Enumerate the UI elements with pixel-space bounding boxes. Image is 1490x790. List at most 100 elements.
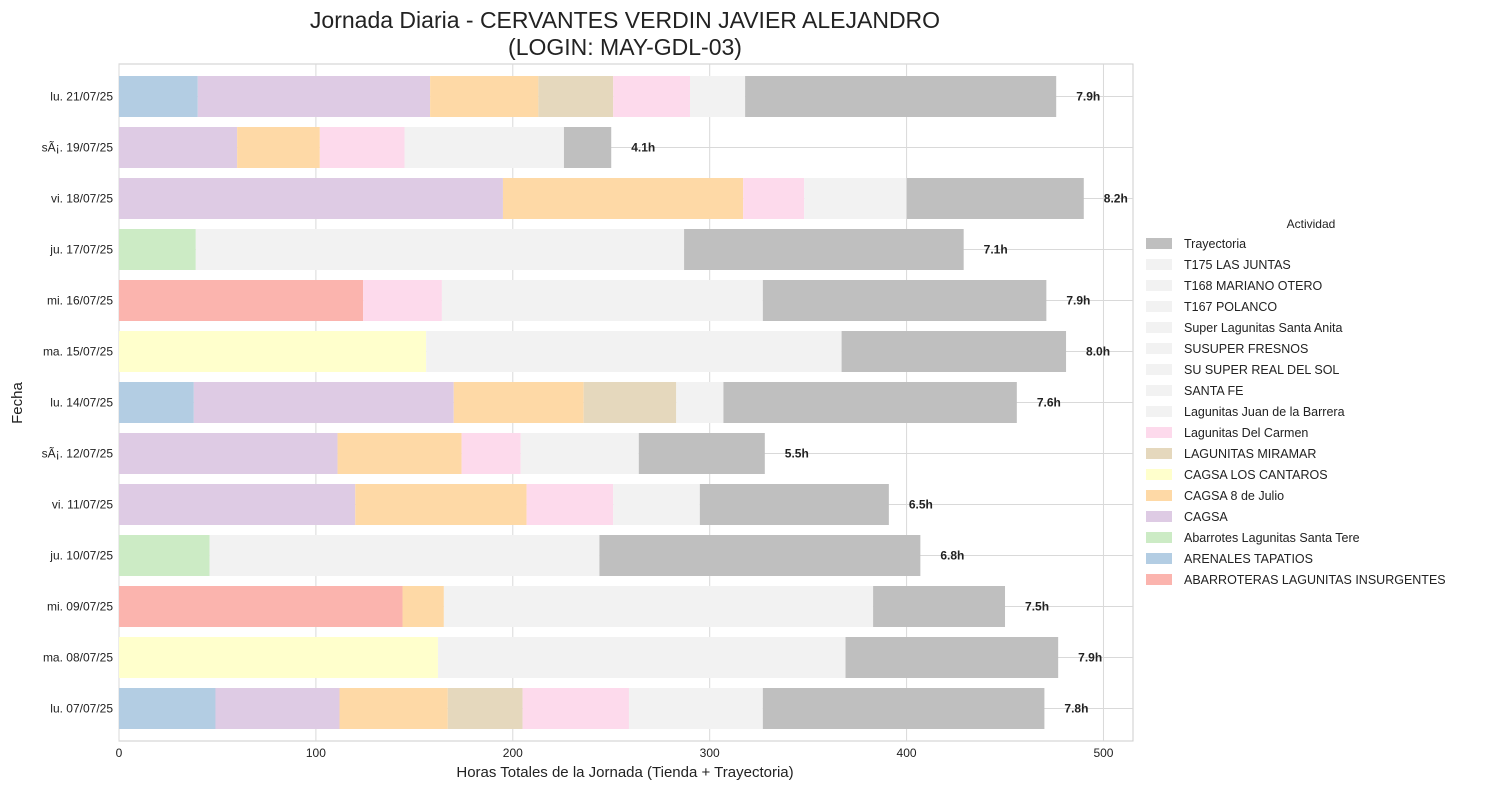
bar-segment (699, 484, 889, 525)
bar-segment (873, 586, 1006, 627)
bar-segment (119, 127, 238, 168)
legend-entry: Trayectoria (1184, 237, 1246, 251)
bar-segment (119, 331, 427, 372)
bar-segment (723, 382, 1017, 423)
total-hours-label: 5.5h (785, 447, 809, 461)
total-hours-label: 7.5h (1025, 600, 1049, 614)
bar-segment (745, 76, 1057, 117)
legend-entry: CAGSA 8 de Julio (1184, 489, 1284, 503)
bar-segment (119, 178, 503, 219)
y-tick-label: lu. 14/07/25 (50, 396, 113, 410)
y-tick-label: sÃ¡. 12/07/25 (42, 447, 114, 461)
bar-segment (119, 382, 194, 423)
legend-entry: T168 MARIANO OTERO (1184, 279, 1322, 293)
chart-title: Jornada Diaria - CERVANTES VERDIN JAVIER… (310, 7, 940, 33)
bar-segment (119, 586, 403, 627)
bar-segment (119, 484, 356, 525)
legend-swatch (1146, 238, 1172, 249)
bar-segment (599, 535, 921, 576)
y-tick-label: vi. 18/07/25 (51, 192, 113, 206)
bar-segment (426, 331, 842, 372)
bar-segment (461, 433, 521, 474)
bar-segment (447, 688, 523, 729)
bar-segment (583, 382, 677, 423)
y-tick-label: lu. 21/07/25 (50, 90, 113, 104)
bar-segment (689, 76, 746, 117)
x-axis-label: Horas Totales de la Jornada (Tienda + Tr… (456, 764, 793, 781)
legend-entry: CAGSA (1184, 510, 1228, 524)
bar-segments (119, 76, 1084, 729)
bar-segment (443, 586, 874, 627)
bar-segment (841, 331, 1067, 372)
legend-entry: LAGUNITAS MIRAMAR (1184, 447, 1316, 461)
bar-segment (538, 76, 614, 117)
total-hours-label: 8.0h (1086, 345, 1110, 359)
bar-segment (743, 178, 805, 219)
legend-entry: Lagunitas Del Carmen (1184, 426, 1308, 440)
x-tick-label: 500 (1093, 746, 1113, 760)
bar-segment (613, 76, 690, 117)
legend-swatch (1146, 469, 1172, 480)
bar-segment (453, 382, 584, 423)
x-tick-labels: 0 100 200 300 400 500 (116, 746, 1114, 760)
legend-swatch (1146, 574, 1172, 585)
legend-entry: Super Lagunitas Santa Anita (1184, 321, 1343, 335)
bar-segment (209, 535, 600, 576)
legend-entry: SU SUPER REAL DEL SOL (1184, 363, 1339, 377)
y-tick-label: lu. 07/07/25 (50, 702, 113, 716)
legend-swatch (1146, 448, 1172, 459)
bar-segment (804, 178, 907, 219)
x-tick-label: 100 (306, 746, 326, 760)
legend-entry: CAGSA LOS CANTAROS (1184, 468, 1328, 482)
total-hours-label: 7.9h (1066, 294, 1090, 308)
bar-segment (437, 637, 846, 678)
bar-segment (119, 535, 210, 576)
bar-segment (119, 229, 196, 270)
legend-swatch (1146, 280, 1172, 291)
bar-segment (355, 484, 527, 525)
legend-entry: T175 LAS JUNTAS (1184, 258, 1291, 272)
total-hours-label: 7.9h (1078, 651, 1102, 665)
total-hours-label: 7.9h (1076, 90, 1100, 104)
bar-segment (430, 76, 539, 117)
legend-swatch (1146, 427, 1172, 438)
x-tick-label: 400 (897, 746, 917, 760)
legend-swatch (1146, 301, 1172, 312)
x-tick-label: 300 (700, 746, 720, 760)
bar-segment (339, 688, 448, 729)
bar-segment (520, 433, 639, 474)
bar-segment (119, 433, 338, 474)
bar-segment (845, 637, 1059, 678)
legend-swatch (1146, 406, 1172, 417)
bar-segment (563, 127, 612, 168)
legend: Actividad Trayectoria T175 LAS JUNTAS T168… (1146, 217, 1446, 587)
bar-segment (762, 688, 1045, 729)
bar-segment (193, 382, 454, 423)
legend-swatch (1146, 532, 1172, 543)
legend-entry: ABARROTERAS LAGUNITAS INSURGENTES (1184, 573, 1446, 587)
y-tick-label: ma. 15/07/25 (43, 345, 113, 359)
x-tick-label: 200 (503, 746, 523, 760)
bar-segment (402, 586, 444, 627)
bar-segment (613, 484, 700, 525)
legend-entry: T167 POLANCO (1184, 300, 1277, 314)
total-labels: 7.9h 4.1h 8.2h 7.1h 7.9h 8.0h 7.6h 5.5h 6.5h 6.8h… (631, 90, 1128, 716)
bar-segment (337, 433, 462, 474)
total-hours-label: 7.6h (1037, 396, 1061, 410)
bar-segment (119, 688, 216, 729)
y-tick-labels: lu. 21/07/25 sÃ¡. 19/07/25 vi. 18/07/25 ju.… (42, 90, 114, 716)
y-tick-label: ma. 08/07/25 (43, 651, 113, 665)
bar-segment (237, 127, 320, 168)
legend-entry: ARENALES TAPATIOS (1184, 552, 1313, 566)
bar-segment (319, 127, 405, 168)
legend-swatch (1146, 364, 1172, 375)
bar-segment (906, 178, 1084, 219)
y-axis-label: Fecha (9, 382, 26, 424)
legend-swatch (1146, 511, 1172, 522)
bar-segment (215, 688, 340, 729)
y-tick-label: ju. 10/07/25 (49, 549, 113, 563)
legend-entry: Lagunitas Juan de la Barrera (1184, 405, 1345, 419)
legend-entry: Abarrotes Lagunitas Santa Tere (1184, 531, 1360, 545)
total-hours-label: 7.8h (1064, 702, 1088, 716)
